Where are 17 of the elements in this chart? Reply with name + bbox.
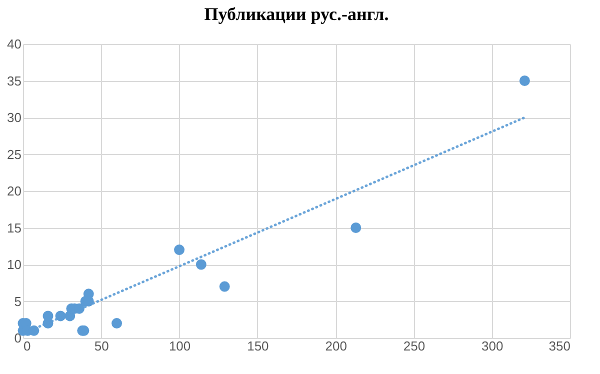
- x-tick-label: 100: [168, 338, 191, 354]
- y-tick-label: 35: [7, 73, 22, 88]
- y-tick-label: 25: [7, 146, 22, 162]
- y-tick-label: 10: [7, 257, 22, 272]
- y-tick-label: 5: [14, 294, 22, 309]
- x-tick-label: 200: [325, 338, 347, 354]
- chart-title: Публикации рус.-англ.: [204, 4, 389, 24]
- y-tick-label: 40: [7, 36, 22, 52]
- y-tick-label: 15: [7, 220, 22, 236]
- x-tick-label: 350: [548, 338, 570, 354]
- x-tick-label: 150: [247, 338, 269, 354]
- x-tick-label: 0: [24, 338, 31, 354]
- y-tick-label: 30: [7, 110, 22, 125]
- x-tick-label: 300: [482, 338, 504, 354]
- x-tick-label: 250: [403, 338, 426, 354]
- x-tick-label: 50: [94, 338, 109, 354]
- y-tick-label: 20: [7, 184, 22, 198]
